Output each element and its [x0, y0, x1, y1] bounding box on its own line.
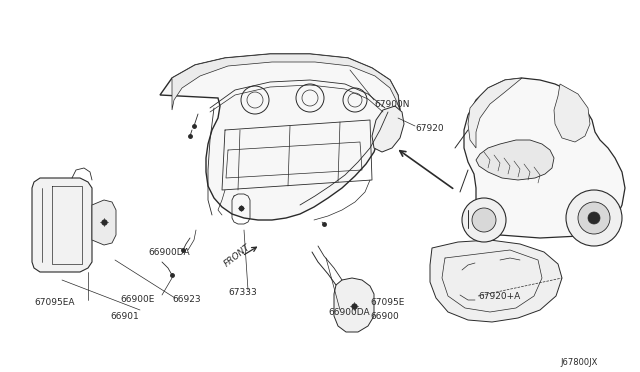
Text: 66901: 66901: [110, 312, 139, 321]
Circle shape: [472, 208, 496, 232]
Polygon shape: [372, 106, 404, 152]
Polygon shape: [554, 84, 590, 142]
Polygon shape: [172, 54, 400, 110]
Polygon shape: [92, 200, 116, 245]
Polygon shape: [476, 140, 554, 180]
Text: 67333: 67333: [228, 288, 257, 297]
Text: 66900DA: 66900DA: [148, 248, 189, 257]
Circle shape: [566, 190, 622, 246]
Circle shape: [462, 198, 506, 242]
Text: 66900DA: 66900DA: [328, 308, 370, 317]
Text: FRONT: FRONT: [222, 243, 252, 269]
Polygon shape: [160, 54, 400, 220]
Text: 66900E: 66900E: [120, 295, 154, 304]
Polygon shape: [334, 278, 374, 332]
Text: 67920+A: 67920+A: [478, 292, 520, 301]
Polygon shape: [32, 178, 92, 272]
Text: 67900N: 67900N: [374, 100, 410, 109]
Circle shape: [578, 202, 610, 234]
Text: J67800JX: J67800JX: [560, 358, 597, 367]
Text: 66923: 66923: [172, 295, 200, 304]
Polygon shape: [430, 240, 562, 322]
Text: 66900: 66900: [370, 312, 399, 321]
Text: 67095E: 67095E: [370, 298, 404, 307]
Text: 67095EA: 67095EA: [34, 298, 74, 307]
Text: 67920: 67920: [415, 124, 444, 133]
Circle shape: [588, 212, 600, 224]
Polygon shape: [464, 78, 625, 238]
Polygon shape: [468, 78, 522, 148]
